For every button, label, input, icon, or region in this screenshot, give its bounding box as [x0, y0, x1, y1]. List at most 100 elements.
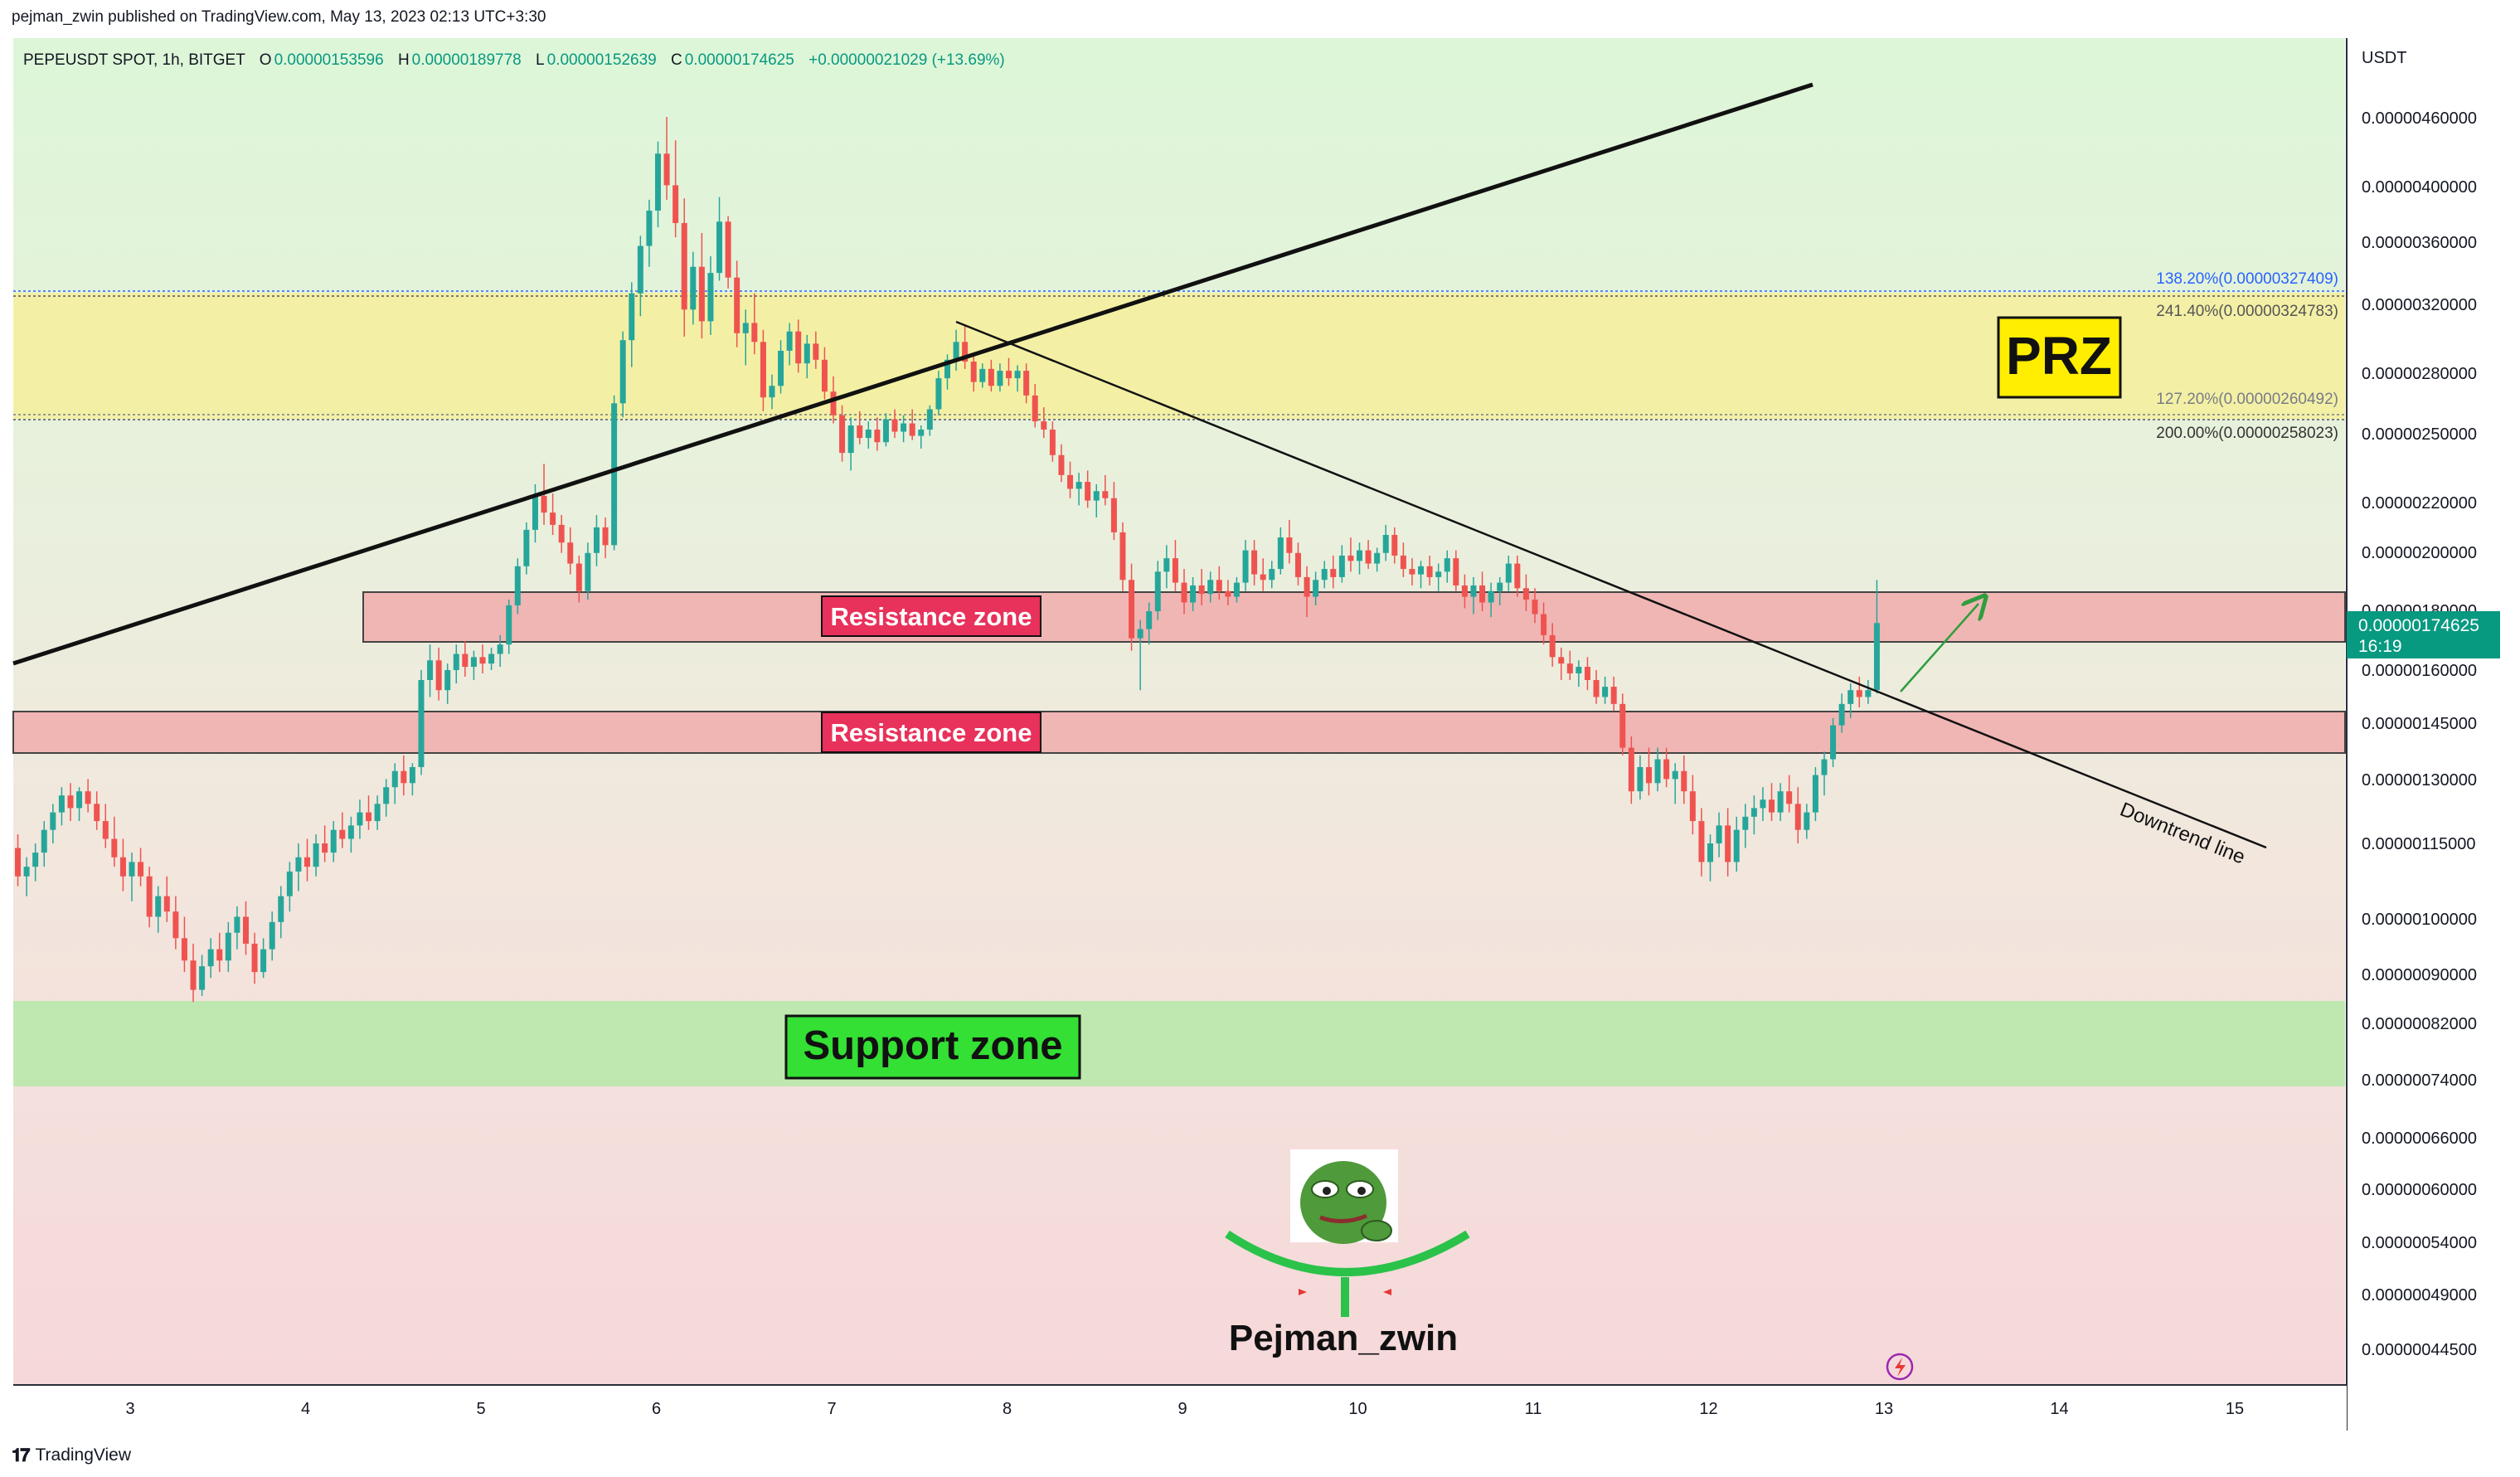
- candle-body: [1602, 687, 1609, 697]
- candle-body: [260, 949, 267, 973]
- candle-body: [1294, 552, 1301, 577]
- candle-body: [1032, 395, 1038, 422]
- candle-body: [32, 853, 39, 867]
- candle-body: [322, 843, 328, 853]
- candle-body: [488, 653, 495, 664]
- candle-body: [821, 359, 828, 392]
- candle-body: [1093, 491, 1100, 501]
- candle-body: [269, 921, 275, 950]
- current-price-tag: [2347, 611, 2500, 658]
- candle-body: [813, 343, 819, 360]
- candle-body: [58, 795, 65, 813]
- time-tick-label: 7: [827, 1400, 836, 1418]
- price-tick-label: 0.00000200000: [2362, 544, 2477, 562]
- candle-body: [926, 409, 933, 430]
- candle-body: [391, 770, 398, 788]
- candle-body: [1251, 550, 1258, 575]
- candle-body: [997, 371, 1003, 386]
- candle-body: [1541, 614, 1547, 635]
- candle-body: [988, 368, 994, 386]
- candle-body: [1277, 537, 1284, 570]
- lightning-icon[interactable]: [1886, 1353, 1914, 1381]
- candle-body: [163, 896, 170, 912]
- resistance-label-lower-box: [821, 712, 1042, 753]
- candle-body: [1681, 770, 1687, 792]
- legend-open: 0.00000153596: [274, 51, 384, 69]
- candle-body: [138, 862, 144, 877]
- candle-body: [804, 343, 810, 364]
- candle-body: [506, 605, 512, 645]
- candle-body: [532, 495, 538, 530]
- candle-body: [111, 838, 118, 858]
- current-price-value: 0.00000174625: [2358, 616, 2479, 635]
- candle-body: [1461, 585, 1468, 597]
- candle-body: [1129, 580, 1135, 639]
- price-axis[interactable]: [2347, 38, 2520, 1385]
- candle-body: [891, 419, 898, 432]
- candle-body: [672, 185, 679, 223]
- candle-body: [1619, 703, 1626, 748]
- candle-body: [1716, 825, 1722, 843]
- candle-body: [830, 391, 837, 415]
- candle-body: [1146, 610, 1153, 629]
- svg-text:PEPEUSDT SPOT, 1h, BITGET: PEPEUSDT SPOT, 1h, BITGET O 0.00000153596…: [23, 51, 1005, 69]
- candle-body: [1830, 725, 1837, 760]
- resistance-zone-upper: [362, 591, 2346, 643]
- candle-body: [339, 829, 346, 839]
- candle-body: [295, 857, 302, 872]
- candle-body: [795, 331, 802, 364]
- candle-body: [1470, 585, 1477, 597]
- candle-body: [1584, 667, 1590, 680]
- candle-body: [1725, 825, 1731, 862]
- candle-body: [1198, 585, 1205, 595]
- downtrend-line: [955, 320, 2267, 849]
- candle-body: [1794, 804, 1801, 830]
- candle-body: [514, 566, 521, 605]
- time-tick-label: 8: [1003, 1400, 1012, 1418]
- candle-body: [550, 513, 556, 525]
- price-tick-label: 0.00000130000: [2362, 771, 2477, 790]
- candle-body: [882, 419, 889, 443]
- candle-body: [1321, 569, 1328, 581]
- candle-body: [1382, 535, 1389, 553]
- price-tick-label: 0.00000160000: [2362, 662, 2477, 680]
- candle-body: [839, 415, 846, 454]
- time-tick-label: 3: [125, 1400, 134, 1418]
- candle-body: [1137, 629, 1143, 639]
- candle-body: [1023, 371, 1030, 396]
- tradingview-footer[interactable]: 𝟏𝟕 TradingView: [12, 1445, 131, 1466]
- candle-body: [1488, 590, 1494, 603]
- candle-body: [575, 563, 582, 591]
- resistance-zone-lower: [12, 711, 2346, 754]
- candle-body: [611, 403, 618, 546]
- candle-body: [1049, 430, 1056, 455]
- candle-body: [199, 966, 206, 990]
- candle-body: [1654, 759, 1661, 784]
- candle-body: [1172, 558, 1178, 583]
- candle-body: [418, 679, 425, 767]
- candle-body: [102, 821, 109, 839]
- time-axis[interactable]: [13, 1385, 2347, 1431]
- candle-body: [1338, 555, 1345, 577]
- candle-body: [778, 350, 784, 386]
- price-tick-label: 0.00000115000: [2362, 835, 2476, 853]
- candle-body: [1444, 558, 1450, 572]
- candle-body: [1304, 576, 1310, 597]
- price-tick-label: 0.00000100000: [2362, 911, 2477, 929]
- candle-body: [1750, 808, 1757, 817]
- time-tick-label: 4: [301, 1400, 310, 1418]
- candle-body: [1628, 747, 1634, 792]
- candle-body: [725, 221, 731, 278]
- candle-body: [593, 527, 600, 553]
- candle-body: [962, 342, 969, 362]
- candle-body: [1260, 574, 1266, 581]
- candle-body: [497, 644, 503, 654]
- price-tick-label: 0.00000090000: [2362, 966, 2477, 984]
- time-tick-label: 9: [1177, 1400, 1187, 1418]
- candle-body: [347, 825, 354, 839]
- candle-body: [1347, 555, 1354, 561]
- candle-body: [357, 812, 363, 826]
- prz-zone: [13, 293, 2345, 419]
- candle-body: [1225, 590, 1231, 597]
- candle-body: [1041, 421, 1047, 430]
